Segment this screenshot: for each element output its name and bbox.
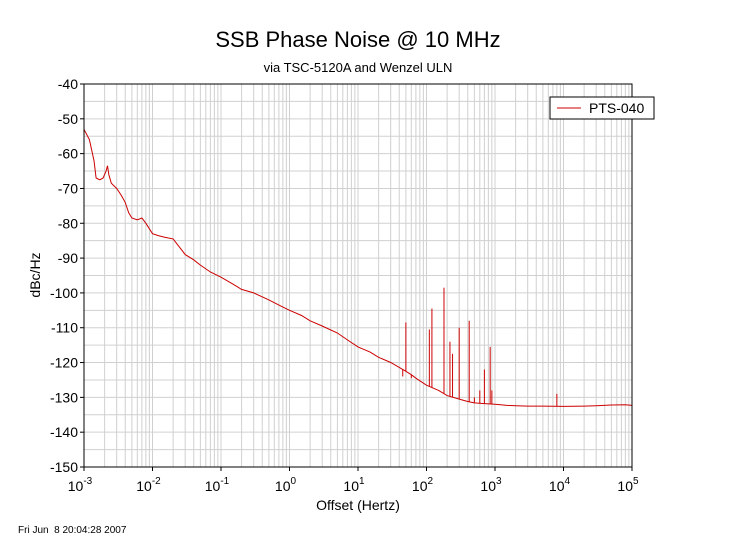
y-tick-label: -40 <box>58 76 78 92</box>
x-tick-exponent: 0 <box>291 476 297 487</box>
y-axis-label: dBc/Hz <box>27 252 43 297</box>
x-tick-label: 10-3 <box>68 476 93 494</box>
footer-timestamp: Fri Jun 8 20:04:28 2007 <box>18 525 127 536</box>
x-tick-exponent: 5 <box>633 476 639 487</box>
x-tick-label: 104 <box>549 476 571 494</box>
x-tick-exponent: 3 <box>496 476 502 487</box>
x-tick-base: 10 <box>343 478 359 494</box>
x-tick-label: 101 <box>343 476 365 494</box>
x-axis-label: Offset (Hertz) <box>316 497 400 513</box>
y-tick-label: -90 <box>58 250 78 266</box>
x-tick-exponent: 1 <box>359 476 365 487</box>
y-tick-label: -80 <box>58 215 78 231</box>
x-tick-base: 10 <box>549 478 565 494</box>
y-tick-label: -70 <box>58 180 78 196</box>
x-tick-base: 10 <box>205 478 221 494</box>
x-tick-label: 102 <box>412 476 434 494</box>
x-tick-exponent: 4 <box>565 476 571 487</box>
y-tick-label: -130 <box>50 389 78 405</box>
x-tick-label: 103 <box>480 476 502 494</box>
x-tick-label: 10-1 <box>205 476 230 494</box>
y-tick-label: -60 <box>58 146 78 162</box>
legend-label-pts-040: PTS-040 <box>589 100 644 116</box>
y-tick-label: -100 <box>50 285 78 301</box>
legend: PTS-040 <box>549 96 655 120</box>
y-axis-ticks: -40 -50 -60 -70 -80 -90 -100 -110 -120 -130 -140 -1… <box>50 76 84 475</box>
y-tick-label: -120 <box>50 355 78 371</box>
x-tick-exponent: -2 <box>152 476 161 487</box>
x-tick-base: 10 <box>412 478 428 494</box>
x-tick-label: 100 <box>275 476 297 494</box>
legend-box <box>549 96 655 120</box>
x-tick-base: 10 <box>617 478 633 494</box>
x-tick-exponent: 2 <box>428 476 434 487</box>
x-tick-label: 105 <box>617 476 639 494</box>
y-tick-label: -50 <box>58 111 78 127</box>
x-tick-base: 10 <box>275 478 291 494</box>
x-tick-base: 10 <box>136 478 152 494</box>
x-tick-label: 10-2 <box>136 476 161 494</box>
chart-subtitle: via TSC-5120A and Wenzel ULN <box>264 60 453 75</box>
y-tick-label: -150 <box>50 459 78 475</box>
x-tick-exponent: -3 <box>83 476 92 487</box>
series-layer <box>83 129 633 407</box>
x-tick-base: 10 <box>480 478 496 494</box>
x-axis-ticks: 10-3 10-2 10-1 100 101 102 103 104 105 <box>68 467 639 494</box>
y-tick-label: -140 <box>50 424 78 440</box>
chart-title: SSB Phase Noise @ 10 MHz <box>215 27 500 52</box>
y-tick-label: -110 <box>51 320 78 336</box>
grid <box>84 84 632 467</box>
x-tick-base: 10 <box>68 478 84 494</box>
x-tick-exponent: -1 <box>220 476 229 487</box>
